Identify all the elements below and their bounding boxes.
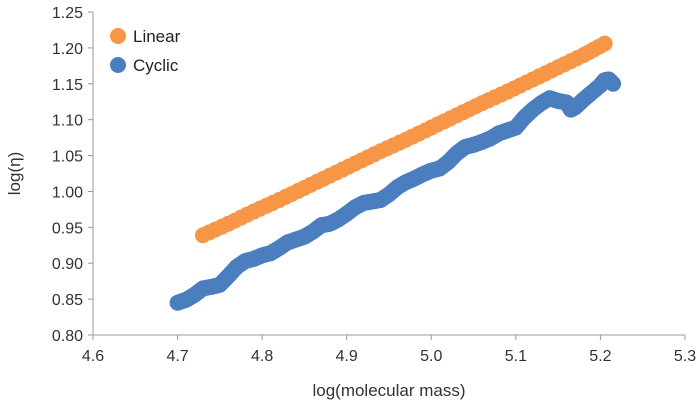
plot-area — [169, 35, 622, 311]
data-point — [596, 35, 613, 52]
y-tick-label: 0.85 — [52, 292, 83, 309]
x-tick-label: 4.9 — [336, 348, 358, 365]
y-tick-label: 0.80 — [52, 328, 83, 345]
axes — [92, 12, 685, 336]
y-tick-label: 0.95 — [52, 220, 83, 237]
x-tick-label: 5.3 — [674, 348, 696, 365]
x-tick-label: 5.0 — [420, 348, 442, 365]
legend: Linear Cyclic — [110, 27, 181, 75]
legend-marker-cyclic — [110, 57, 126, 73]
x-tick-label: 5.2 — [589, 348, 611, 365]
x-tick-label: 4.6 — [82, 348, 104, 365]
y-tick-label: 1.05 — [52, 149, 83, 166]
x-tick-label: 4.7 — [166, 348, 188, 365]
legend-label-cyclic: Cyclic — [133, 56, 179, 75]
legend-label-linear: Linear — [133, 27, 181, 46]
x-tick-label: 5.1 — [505, 348, 527, 365]
y-tick-label: 1.15 — [52, 77, 83, 94]
series-cyclic — [169, 71, 622, 311]
data-point — [605, 75, 622, 92]
series-linear — [194, 35, 613, 244]
y-axis-title: log(η) — [5, 152, 24, 195]
y-tick-label: 1.20 — [52, 41, 83, 58]
x-tick-label: 4.8 — [251, 348, 273, 365]
y-tick-label: 0.90 — [52, 256, 83, 273]
y-axis-ticks: 0.80 0.85 0.90 0.95 1.00 1.05 1.10 1.15 1.20 1.25 — [52, 5, 93, 345]
legend-marker-linear — [110, 28, 126, 44]
y-tick-label: 1.00 — [52, 184, 83, 201]
y-tick-label: 1.10 — [52, 113, 83, 130]
x-axis-title: log(molecular mass) — [312, 381, 465, 400]
x-axis-ticks: 4.6 4.7 4.8 4.9 5.0 5.1 5.2 5.3 — [82, 335, 696, 365]
y-tick-label: 1.25 — [52, 5, 83, 22]
